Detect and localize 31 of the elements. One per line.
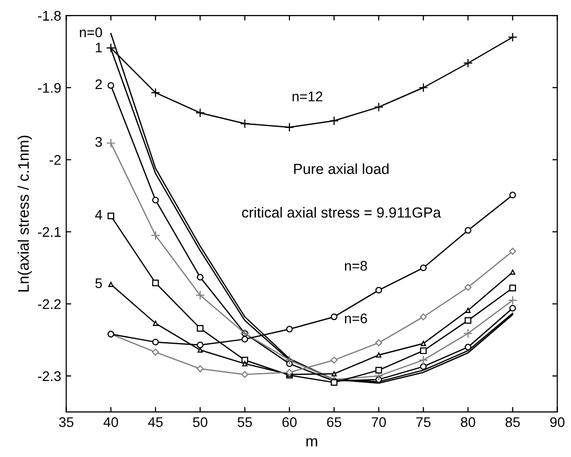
annotation: critical axial stress = 9.911GPa: [242, 206, 441, 218]
x-tick-label: 80: [460, 417, 476, 428]
annotation: n=0: [80, 27, 102, 38]
y-tick-label: -2.3: [38, 371, 61, 382]
annotation: n=6: [344, 314, 368, 324]
annotation: 4: [95, 210, 102, 220]
x-tick-label: 55: [238, 417, 252, 428]
annotation: Pure axial load: [294, 163, 389, 174]
y-tick-label: -2: [50, 155, 61, 165]
annotation: 5: [95, 278, 102, 288]
x-tick-label: 85: [506, 417, 520, 428]
annotation: n=8: [344, 260, 368, 271]
x-axis-title: m: [306, 438, 318, 446]
y-tick-label: -2.1: [38, 227, 61, 237]
annotation: 1: [96, 42, 102, 52]
x-tick-label: 40: [103, 417, 118, 428]
x-tick-label: 90: [550, 417, 564, 428]
x-tick-label: 45: [148, 417, 163, 428]
annotation: 3: [95, 137, 102, 147]
annotation: 2: [96, 79, 102, 90]
x-tick-label: 35: [59, 417, 74, 428]
x-tick-label: 65: [327, 417, 342, 428]
x-tick-label: 50: [192, 417, 208, 428]
annotation: n=12: [292, 92, 322, 102]
y-axis-title: Ln(axial stress / c.1nm): [18, 136, 32, 292]
y-tick-label: -1.8: [38, 10, 61, 21]
y-tick-label: -2.2: [38, 299, 61, 309]
x-tick-label: 70: [372, 417, 386, 428]
y-tick-label: -1.9: [38, 82, 61, 93]
x-tick-label: 60: [282, 417, 297, 428]
x-tick-label: 75: [416, 417, 431, 428]
